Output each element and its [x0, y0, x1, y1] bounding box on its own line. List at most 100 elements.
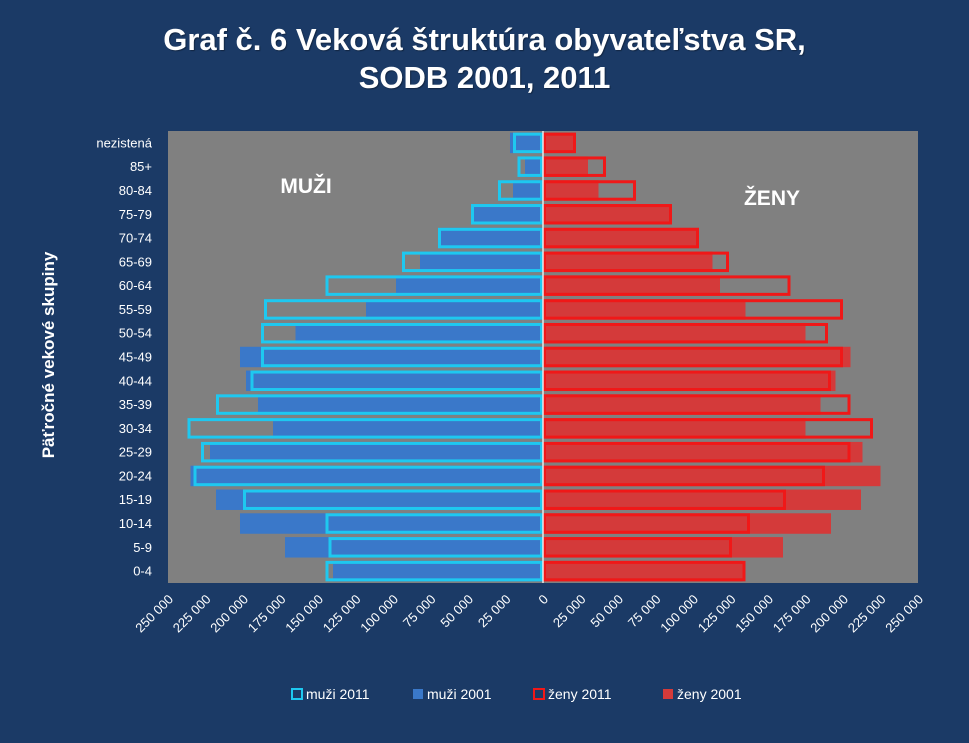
legend-label: ženy 2001 — [677, 686, 742, 702]
x-tick-label: 150 000 — [282, 592, 326, 636]
y-tick-label: 55-59 — [119, 302, 152, 317]
bar-muzi-2011 — [325, 560, 543, 582]
bar-zeny-2001 — [543, 418, 806, 439]
bar-zeny-2011 — [543, 275, 791, 296]
y-tick-label: 45-49 — [119, 350, 152, 365]
bar-zeny-2011 — [543, 299, 843, 320]
bar-zeny-2001 — [543, 537, 783, 558]
x-tick-label: 25 000 — [550, 592, 589, 631]
chart-title-line-1: Graf č. 6 Veková štruktúra obyvateľstva … — [163, 22, 806, 57]
legend-label: ženy 2011 — [548, 686, 612, 702]
bar-muzi-2001 — [210, 441, 543, 463]
bar-muzi-2001 — [240, 513, 543, 534]
bar-zeny-2011 — [543, 513, 750, 534]
bar-zeny-2001 — [543, 394, 821, 415]
bar-muzi-2001 — [246, 370, 543, 392]
y-tick-label: 50-54 — [119, 326, 152, 341]
bar-muzi-2011 — [250, 370, 543, 392]
bar-muzi-2011 — [513, 132, 543, 154]
bar-muzi-2001 — [216, 489, 543, 510]
y-tick-label: 0-4 — [133, 564, 152, 579]
bar-zeny-2011 — [543, 132, 576, 154]
legend-swatch — [413, 689, 423, 699]
bar-muzi-2001 — [190, 465, 543, 487]
x-tick-label: 125 000 — [320, 592, 364, 636]
bar-muzi-2001 — [273, 418, 543, 439]
annotation-muzi: MUŽI — [280, 174, 331, 198]
x-tick-label: 200 000 — [207, 592, 251, 636]
bar-muzi-2011 — [517, 156, 543, 177]
bar-zeny-2001 — [543, 441, 863, 463]
bar-muzi-2011 — [325, 275, 543, 296]
x-tick-label: 100 000 — [357, 592, 401, 636]
legend-swatch — [291, 688, 303, 700]
bar-zeny-2001 — [543, 156, 588, 177]
bar-zeny-2001 — [543, 132, 576, 154]
y-tick-label: 65-69 — [119, 254, 152, 269]
y-tick-label: 70-74 — [119, 231, 152, 246]
bar-muzi-2001 — [525, 156, 543, 177]
bar-muzi-2001 — [510, 132, 543, 154]
bar-zeny-2011 — [543, 322, 828, 344]
bar-muzi-2001 — [420, 251, 543, 273]
bar-zeny-2001 — [543, 227, 699, 249]
x-tick-label: 250 000 — [882, 592, 926, 636]
y-tick-label: 60-64 — [119, 278, 152, 293]
legend-label: muži 2001 — [427, 686, 492, 702]
x-tick-label: 50 000 — [437, 592, 476, 631]
x-tick-label: 175 000 — [245, 592, 289, 636]
bar-muzi-2001 — [396, 275, 543, 296]
y-tick-label: 15-19 — [119, 492, 152, 507]
annotation-zeny: ŽENY — [744, 186, 800, 210]
x-tick-label: 150 000 — [732, 592, 776, 636]
y-tick-label: 40-44 — [119, 373, 152, 388]
bar-muzi-2011 — [261, 346, 543, 368]
bar-muzi-2011 — [402, 251, 543, 273]
x-tick-label: 25 000 — [475, 592, 514, 631]
y-tick-label: 35-39 — [119, 397, 152, 412]
bar-zeny-2001 — [543, 180, 599, 201]
y-tick-label: 25-29 — [119, 445, 152, 460]
bar-zeny-2001 — [543, 513, 831, 534]
x-tick-label: 225 000 — [170, 592, 214, 636]
bar-zeny-2011 — [543, 251, 729, 273]
bar-muzi-2001 — [333, 560, 543, 582]
legend-swatch — [533, 688, 545, 700]
chart-title-line-2: SODB 2001, 2011 — [358, 60, 611, 95]
bar-muzi-2011 — [193, 465, 543, 487]
y-tick-label: 20-24 — [119, 468, 152, 483]
x-tick-label: 75 000 — [400, 592, 439, 631]
bar-zeny-2011 — [543, 489, 786, 510]
bar-zeny-2011 — [543, 465, 825, 487]
bar-muzi-2011 — [261, 322, 543, 344]
y-tick-label: 5-9 — [133, 540, 152, 555]
bar-zeny-2011 — [543, 394, 851, 415]
x-tick-label: 100 000 — [657, 592, 701, 636]
bar-zeny-2001 — [543, 322, 806, 344]
bar-zeny-2001 — [543, 465, 881, 487]
bar-zeny-2001 — [543, 489, 861, 510]
bar-zeny-2011 — [543, 537, 732, 558]
x-tick-label: 50 000 — [587, 592, 626, 631]
bar-zeny-2011 — [543, 204, 672, 225]
y-tick-label: 30-34 — [119, 421, 152, 436]
x-tick-label: 125 000 — [695, 592, 739, 636]
bar-muzi-2011 — [328, 537, 543, 558]
bar-zeny-2011 — [543, 560, 746, 582]
bar-muzi-2011 — [471, 204, 543, 225]
legend-label: muži 2011 — [306, 686, 370, 702]
bar-muzi-2011 — [216, 394, 543, 415]
bar-muzi-2001 — [295, 322, 543, 344]
bar-muzi-2001 — [471, 204, 543, 225]
y-tick-label: 80-84 — [119, 183, 152, 198]
bar-muzi-2011 — [325, 513, 543, 534]
bar-muzi-2001 — [285, 537, 543, 558]
bar-muzi-2001 — [513, 180, 543, 201]
bar-zeny-2001 — [543, 299, 746, 320]
y-tick-label: nezistená — [96, 135, 152, 150]
bar-muzi-2001 — [441, 227, 543, 249]
bar-zeny-2001 — [543, 560, 743, 582]
x-tick-label: 0 — [535, 592, 551, 608]
y-tick-label: 85+ — [130, 159, 152, 174]
